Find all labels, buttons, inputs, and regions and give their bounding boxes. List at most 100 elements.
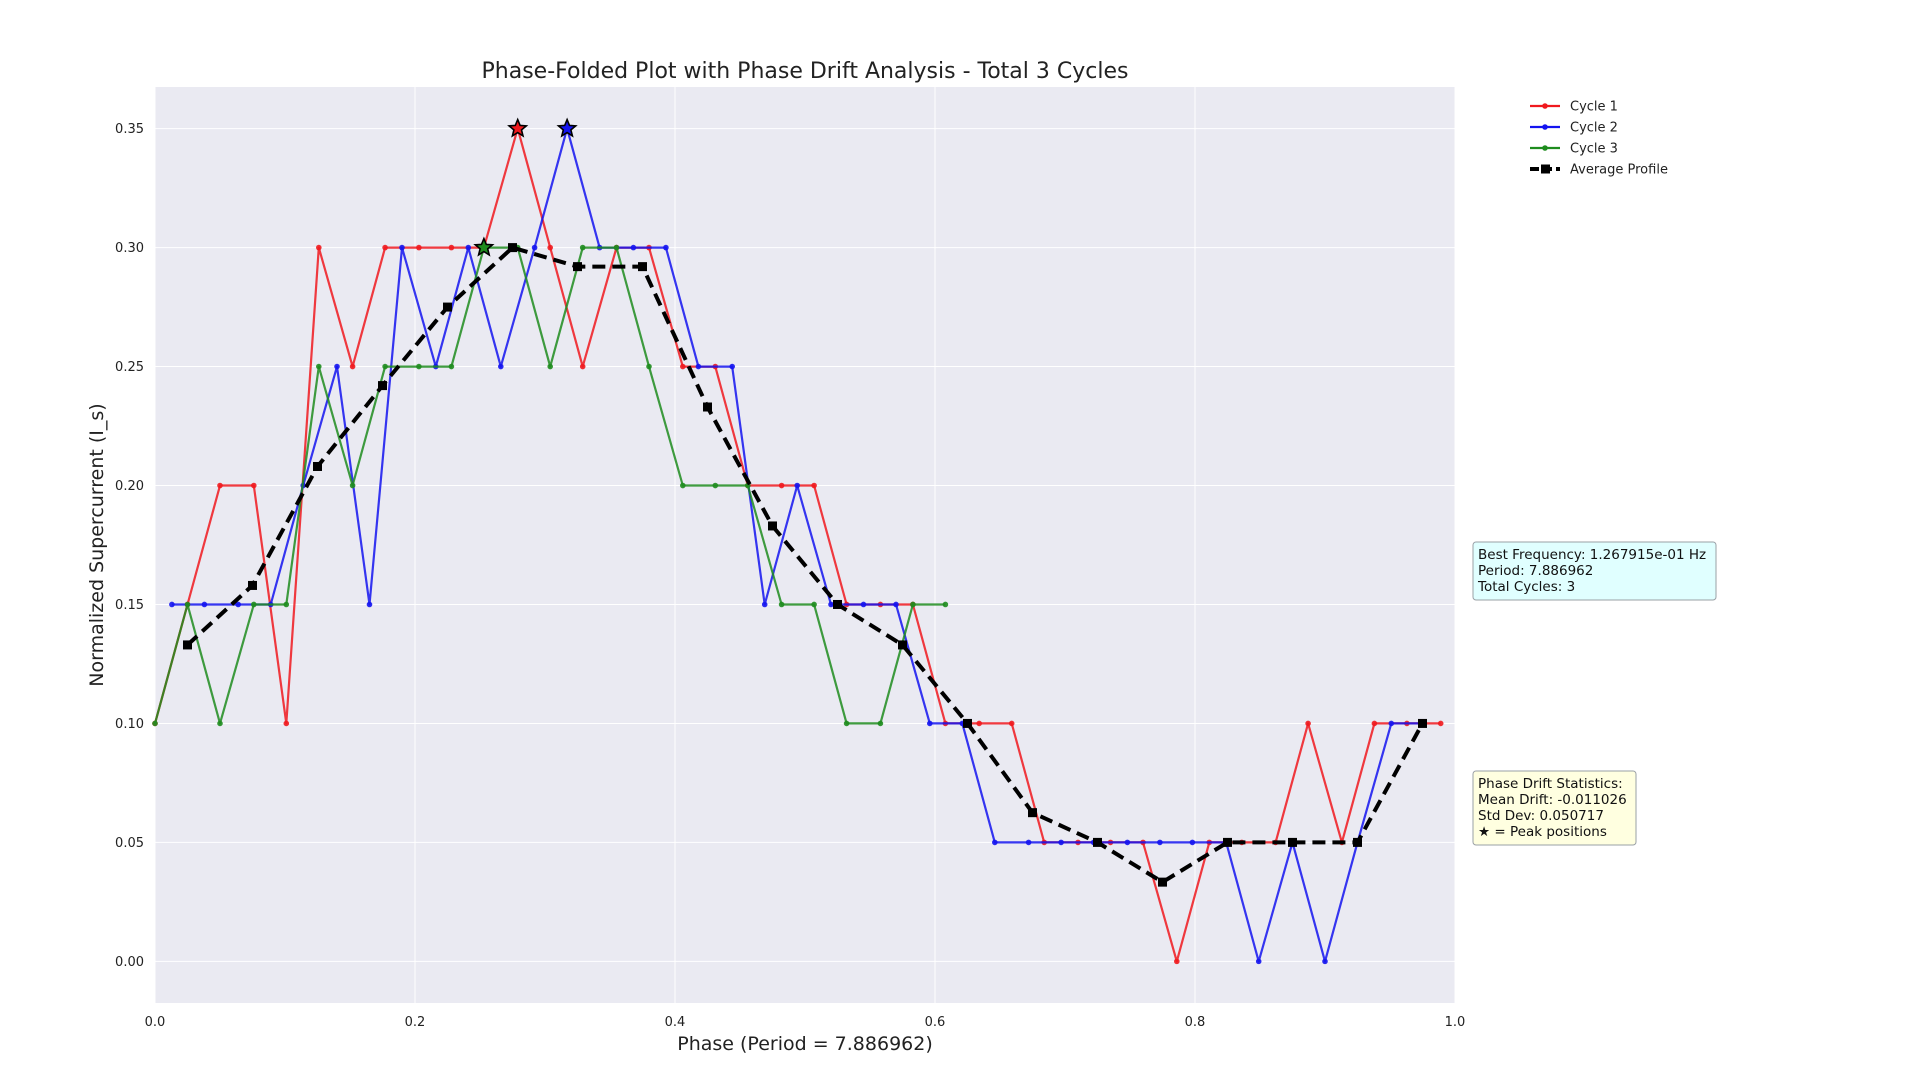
average-point xyxy=(898,640,907,650)
average-point xyxy=(1223,837,1232,847)
peak-markers xyxy=(473,117,578,257)
average-point xyxy=(1028,808,1037,818)
data-point xyxy=(778,482,785,489)
y-axis-label: Normalized Supercurrent (I_s) xyxy=(86,403,108,686)
series-lines xyxy=(152,125,1444,965)
y-tick-label: 0.10 xyxy=(115,717,144,732)
data-point xyxy=(251,482,257,489)
y-tick-label: 0.35 xyxy=(115,122,144,137)
x-tick-label: 0.0 xyxy=(145,1015,166,1030)
data-point xyxy=(316,244,322,251)
series-line xyxy=(186,245,1425,885)
data-point xyxy=(942,601,949,608)
data-point xyxy=(1322,958,1328,965)
data-point xyxy=(761,601,768,608)
data-point xyxy=(217,482,223,489)
data-point xyxy=(366,601,373,608)
average-point xyxy=(833,599,842,609)
data-point xyxy=(1371,720,1378,727)
data-point xyxy=(382,244,388,251)
legend-label: Cycle 2 xyxy=(1570,121,1618,136)
legend-marker xyxy=(1541,164,1550,174)
legend-label: Cycle 1 xyxy=(1570,100,1618,115)
average-point xyxy=(573,262,582,272)
data-point xyxy=(794,482,800,489)
data-point xyxy=(893,601,899,608)
data-point xyxy=(382,363,388,370)
legend-marker xyxy=(1542,145,1548,151)
data-point xyxy=(1174,958,1180,965)
average-point xyxy=(1288,837,1297,847)
info-text-line: Phase Drift Statistics: xyxy=(1478,776,1623,792)
data-point xyxy=(811,601,817,608)
y-tick-label: 0.05 xyxy=(115,836,144,851)
average-point xyxy=(1353,837,1362,847)
data-point xyxy=(416,244,422,251)
data-point xyxy=(448,244,455,251)
legend-label: Cycle 3 xyxy=(1570,142,1618,157)
peak-star-marker xyxy=(507,117,529,138)
y-tick-label: 0.25 xyxy=(115,360,144,375)
data-point xyxy=(152,720,158,727)
info-text-line: Period: 7.886962 xyxy=(1478,563,1593,579)
average-point xyxy=(963,718,972,728)
data-point xyxy=(579,244,586,251)
peak-star-marker xyxy=(473,236,495,257)
x-tick-label: 0.2 xyxy=(405,1015,426,1030)
data-point xyxy=(217,720,223,727)
plot-area xyxy=(155,87,1455,1003)
data-point xyxy=(843,720,850,727)
data-point xyxy=(613,244,620,251)
x-tick-label: 0.6 xyxy=(925,1015,946,1030)
axis-ticks: 0.0 0.2 0.4 0.6 0.8 1.0 0.00 0.05 0.10 0.15 0.20 0.… xyxy=(115,122,1465,1030)
x-tick-label: 0.8 xyxy=(1185,1015,1206,1030)
data-point xyxy=(828,601,834,608)
data-point xyxy=(1124,839,1131,846)
legend-marker xyxy=(1542,124,1548,130)
data-point xyxy=(416,363,422,370)
info-text-line: ★ = Peak positions xyxy=(1478,824,1607,840)
peak-star-marker xyxy=(556,117,578,138)
info-text-line: Best Frequency: 1.267915e-01 Hz xyxy=(1478,547,1706,563)
x-tick-label: 0.4 xyxy=(665,1015,686,1030)
data-point xyxy=(1025,839,1032,846)
data-point xyxy=(680,363,686,370)
data-point xyxy=(1008,720,1015,727)
data-point xyxy=(547,244,553,251)
x-tick-label: 1.0 xyxy=(1445,1015,1466,1030)
info-text-line: Mean Drift: -0.011026 xyxy=(1478,792,1627,808)
data-point xyxy=(283,601,290,608)
data-point xyxy=(334,363,340,370)
data-point xyxy=(547,363,553,370)
data-point xyxy=(251,601,257,608)
y-tick-label: 0.00 xyxy=(115,955,144,970)
data-point xyxy=(877,720,884,727)
data-point xyxy=(1157,839,1163,846)
data-point xyxy=(695,363,702,370)
data-point xyxy=(465,244,472,251)
data-point xyxy=(399,244,405,251)
data-point xyxy=(349,363,356,370)
average-point xyxy=(703,402,712,412)
average-point xyxy=(1093,837,1102,847)
data-point xyxy=(1189,839,1196,846)
data-point xyxy=(1058,839,1064,846)
average-point xyxy=(183,640,192,650)
data-point xyxy=(316,363,322,370)
data-point xyxy=(663,244,669,251)
data-point xyxy=(201,601,208,608)
info-box xyxy=(1472,770,1637,846)
data-point xyxy=(778,601,785,608)
average-point xyxy=(768,521,777,531)
data-point xyxy=(630,244,637,251)
data-point xyxy=(646,363,652,370)
chart-title: Phase-Folded Plot with Phase Drift Analy… xyxy=(482,59,1129,84)
data-point xyxy=(283,720,290,727)
average-point xyxy=(313,461,322,471)
info-text-line: Std Dev: 0.050717 xyxy=(1478,808,1604,824)
legend-marker xyxy=(1542,103,1548,109)
data-point xyxy=(349,482,356,489)
info-text-line: Total Cycles: 3 xyxy=(1477,579,1575,595)
